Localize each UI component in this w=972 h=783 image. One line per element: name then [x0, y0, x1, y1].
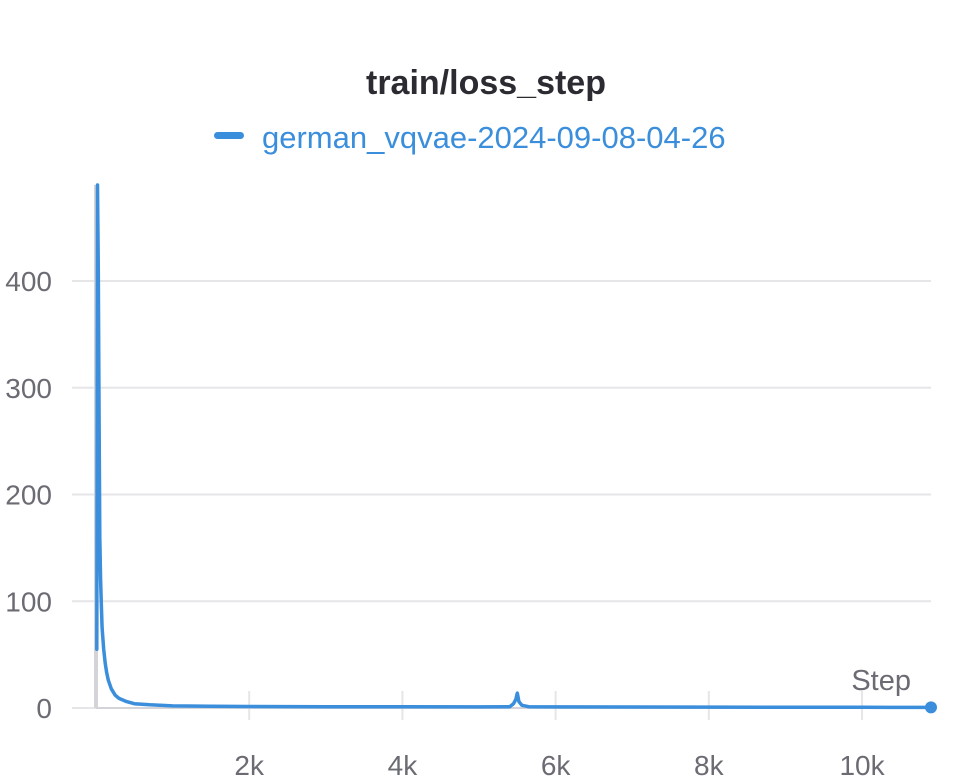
x-axis-title: Step [851, 665, 911, 697]
series-line-german-vqvae [95, 183, 933, 710]
y-tick-label: 0 [36, 693, 52, 724]
plot-area[interactable]: 0 100 200 300 400 2k 4k 6k 8k 10k [5, 183, 937, 781]
x-tick-label: 4k [388, 750, 419, 781]
y-tick-label: 200 [5, 480, 52, 511]
legend-label: german_vqvae-2024-09-08-04-26 [262, 120, 726, 155]
y-tick-label: 300 [5, 373, 52, 404]
legend[interactable]: german_vqvae-2024-09-08-04-26 [214, 120, 726, 155]
chart-title: train/loss_step [366, 64, 606, 102]
x-tick-label: 10k [839, 750, 885, 781]
x-tick-label: 6k [541, 750, 572, 781]
series-end-point [925, 701, 937, 714]
x-tick-label: 8k [694, 750, 725, 781]
x-tick-label: 2k [234, 750, 265, 781]
legend-swatch [214, 132, 244, 139]
y-tick-label: 100 [5, 586, 52, 617]
y-tick-label: 400 [5, 266, 52, 297]
